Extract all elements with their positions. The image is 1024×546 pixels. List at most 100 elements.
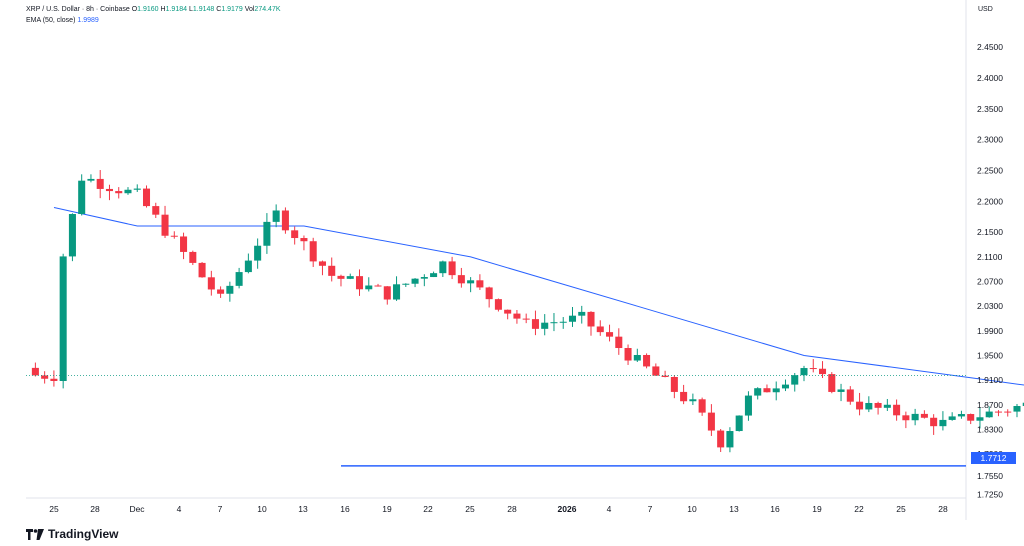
candle-body <box>643 354 651 367</box>
candle-body <box>976 417 984 421</box>
candle-body <box>985 411 993 418</box>
candle-body <box>541 322 549 329</box>
price-tick-label: 1.9500 <box>977 351 1003 361</box>
candle-body <box>217 289 225 294</box>
candle-body <box>411 278 419 284</box>
candle-body <box>587 311 595 327</box>
price-tick-label: 1.9900 <box>977 326 1003 336</box>
support-price-tag: 1.7712 <box>971 452 1016 464</box>
time-tick-label: 4 <box>607 504 612 514</box>
candle-body <box>1013 406 1021 412</box>
price-tick-label: 1.9100 <box>977 375 1003 385</box>
candle-body <box>494 299 502 310</box>
time-tick-label: Dec <box>129 504 145 514</box>
time-tick-label: 10 <box>257 504 267 514</box>
ema-value: 1.9989 <box>77 17 99 24</box>
candle-body <box>550 322 558 324</box>
candle-body <box>763 388 771 393</box>
candle-body <box>189 251 197 263</box>
time-tick-label: 22 <box>854 504 864 514</box>
candle-body <box>115 191 123 194</box>
candle-body <box>568 315 577 322</box>
high-label: H <box>160 6 166 13</box>
time-tick-label: 16 <box>340 504 350 514</box>
symbol-title: XRP / U.S. Dollar · 8h · Coinbase <box>26 6 130 13</box>
price-axis[interactable]: 2.4500 2.4000 2.3500 2.3000 2.2500 2.2000 2.15… <box>977 42 1003 499</box>
candle-body <box>467 280 475 284</box>
candle-body <box>272 210 280 222</box>
time-tick-label: 22 <box>423 504 433 514</box>
tradingview-logo[interactable]: TradingView <box>26 527 118 541</box>
time-tick-label: 19 <box>382 504 392 514</box>
candle-body <box>911 413 919 421</box>
candle-body <box>226 285 234 294</box>
time-axis[interactable]: 25 28 Dec 4 7 10 13 16 19 22 25 28 2026 4 7 10 13 16 19 22 2… <box>49 504 948 514</box>
candle-body <box>967 414 975 421</box>
candle-body <box>420 277 428 279</box>
time-tick-label: 19 <box>812 504 822 514</box>
candle-body <box>142 188 151 207</box>
candle-body <box>781 384 789 389</box>
logo-text: TradingView <box>48 527 119 541</box>
time-tick-label: 25 <box>896 504 906 514</box>
candle-body <box>402 283 410 285</box>
volume-label: Vol <box>244 6 255 13</box>
candle-body <box>346 276 354 279</box>
candle-body <box>1004 411 1012 413</box>
candle-body <box>68 214 76 257</box>
close-value: 1.9179 <box>221 6 243 13</box>
candle-body <box>939 419 947 427</box>
price-tick-label: 2.1100 <box>977 252 1003 262</box>
candle-body <box>735 415 743 432</box>
candle-body <box>207 277 215 290</box>
time-tick-label: 7 <box>648 504 653 514</box>
candle-body <box>152 206 160 215</box>
currency-label[interactable]: USD <box>978 6 993 13</box>
candle-body <box>606 332 614 337</box>
candle-body <box>78 180 86 215</box>
candle-body <box>930 417 938 427</box>
candle-body <box>170 235 178 237</box>
ema50-line <box>53 207 1024 386</box>
time-tick-label: 16 <box>770 504 780 514</box>
candle-body <box>707 412 715 431</box>
candle-body <box>374 285 382 287</box>
price-tick-label: 2.0300 <box>977 301 1003 311</box>
candle-body <box>383 286 391 300</box>
candle-body <box>235 272 243 286</box>
candle-body <box>448 261 456 276</box>
candle-body <box>902 415 910 421</box>
candle-body <box>337 275 345 279</box>
candle-body <box>874 402 882 408</box>
candle-body <box>318 261 326 266</box>
candle-body <box>355 276 364 290</box>
candle-body <box>680 391 688 402</box>
open-label: O <box>131 6 138 13</box>
candle-body <box>430 273 438 278</box>
price-tick-label: 1.7550 <box>977 471 1003 481</box>
candle-body <box>133 188 141 190</box>
time-tick-label: 10 <box>687 504 697 514</box>
candle-body <box>180 236 188 252</box>
candle-body <box>96 178 104 189</box>
candle-body <box>393 284 401 300</box>
candle-body <box>124 189 132 194</box>
time-tick-label: 25 <box>49 504 59 514</box>
time-tick-label: 13 <box>298 504 308 514</box>
price-tick-label: 2.3000 <box>977 135 1003 145</box>
candle-body <box>41 375 49 379</box>
candle-body <box>726 431 734 448</box>
price-tick-label: 1.7250 <box>977 489 1003 499</box>
candle-body <box>1022 402 1024 407</box>
candle-body <box>624 348 632 361</box>
candle-body <box>856 401 864 410</box>
candle-body <box>744 395 752 416</box>
candle-body <box>791 375 799 385</box>
candle-body <box>300 238 308 242</box>
candle-body <box>893 404 901 416</box>
ema-legend[interactable]: EMA (50, close) 1.9989 <box>26 17 99 24</box>
time-tick-label: 25 <box>465 504 475 514</box>
candle-body <box>281 210 289 231</box>
candle-body <box>596 326 604 333</box>
